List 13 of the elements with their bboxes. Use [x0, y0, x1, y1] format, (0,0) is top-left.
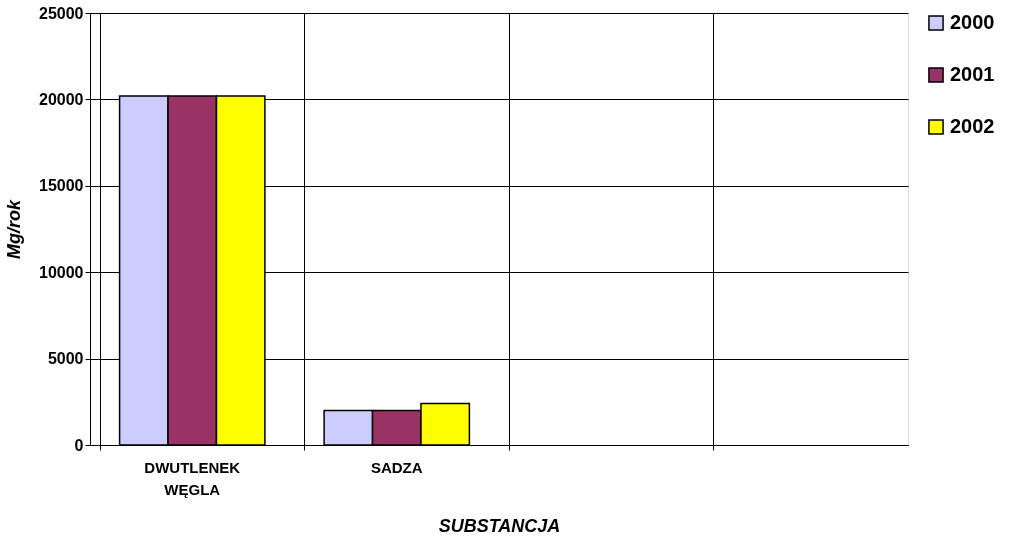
x-tick-label: SADZA: [370, 458, 423, 476]
y-axis-title: Mg/rok: [4, 199, 25, 260]
y-tick-label: 5000: [47, 350, 84, 368]
y-tick-label: 20000: [39, 90, 84, 108]
y-tick-label: 10000: [39, 263, 84, 281]
legend-label: 2002: [950, 115, 995, 137]
legend-label: 2001: [950, 63, 995, 85]
x-tick-label: DWUTLENEK WĘGLA: [144, 458, 241, 498]
y-tick-label: 15000: [39, 177, 84, 195]
legend-label: 2000: [950, 11, 995, 33]
y-tick-label: 0: [74, 436, 84, 454]
x-axis-title: SUBSTANCJA: [438, 515, 561, 536]
y-tick-label: 25000: [39, 4, 84, 22]
